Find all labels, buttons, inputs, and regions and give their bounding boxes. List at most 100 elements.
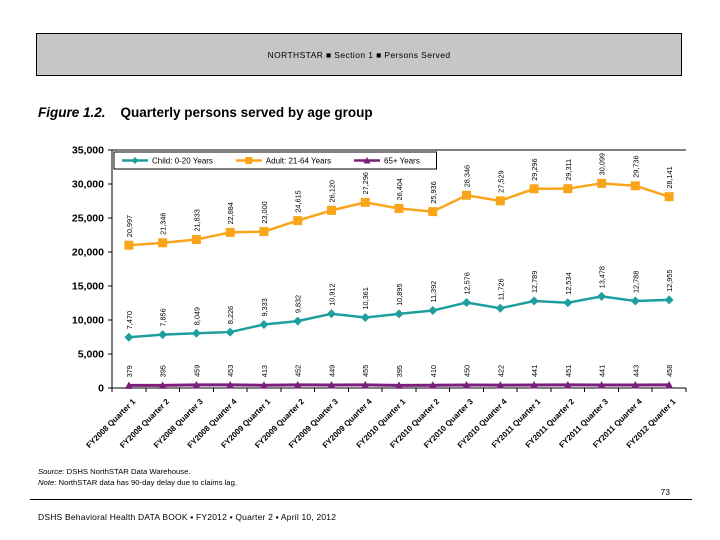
data-point-marker: [360, 197, 370, 207]
data-point-marker: [563, 184, 573, 194]
data-point-marker: [563, 380, 572, 389]
data-point-marker: [462, 380, 471, 389]
data-point-marker: [363, 157, 371, 164]
y-axis-label: 25,000: [72, 213, 104, 225]
data-label: 26,120: [327, 180, 336, 202]
data-point-marker: [395, 381, 403, 389]
data-point-marker: [630, 181, 640, 191]
y-axis-label: 35,000: [72, 145, 104, 157]
data-label: 395: [395, 365, 404, 377]
source-text: DSHS NorthSTAR Data Warehouse.: [64, 467, 191, 476]
data-point-marker: [259, 320, 269, 330]
data-label: 8,049: [192, 307, 201, 325]
legend-box: [113, 151, 438, 170]
data-point-marker: [225, 227, 235, 237]
data-label: 28,346: [463, 165, 472, 187]
data-label: 422: [496, 365, 505, 377]
data-label: 12,955: [665, 270, 674, 292]
page-number-rule: 73: [30, 487, 692, 500]
data-point-marker: [158, 381, 167, 389]
y-axis-label: 20,000: [72, 247, 104, 259]
data-label: 450: [463, 365, 472, 377]
legend: Child: 0-20 Years Adult: 21-64 Years 65+ Y…: [113, 151, 438, 170]
data-point-marker: [529, 296, 539, 306]
data-label: 449: [327, 365, 336, 377]
data-point-marker: [462, 190, 472, 200]
data-label: 12,788: [631, 271, 640, 293]
data-point-marker: [360, 313, 370, 323]
figure-number: Figure 1.2.: [38, 105, 106, 120]
data-label: 22,884: [226, 202, 235, 224]
data-point-marker: [495, 196, 505, 206]
data-point-marker: [191, 235, 201, 245]
data-label: 26,404: [395, 178, 404, 200]
data-label: 28,141: [665, 166, 674, 188]
data-point-marker: [293, 216, 303, 226]
source-line: Source: DSHS NorthSTAR Data Warehouse.: [38, 467, 237, 478]
data-label: 24,615: [294, 190, 303, 212]
data-label: 11,726: [496, 278, 505, 300]
data-point-marker: [462, 297, 472, 307]
data-point-marker: [394, 203, 404, 213]
chart-svg: 0 5,000 10,000 15,000 20,000 25,000 30,000 35,0…: [72, 145, 687, 450]
y-axis-label: 5,000: [78, 349, 104, 361]
data-label: 29,296: [530, 158, 539, 180]
data-point-marker: [394, 309, 404, 319]
data-label: 7,856: [159, 308, 168, 326]
data-point-marker: [597, 291, 607, 301]
data-label: 9,333: [260, 298, 269, 316]
data-point-marker: [664, 192, 674, 202]
legend-label: 65+ Years: [384, 156, 420, 165]
data-point-marker: [245, 157, 253, 164]
data-point-marker: [529, 184, 539, 194]
data-point-marker: [226, 380, 235, 389]
note-label: Note:: [38, 477, 57, 487]
source-note-block: Source: DSHS NorthSTAR Data Warehouse. N…: [38, 467, 237, 489]
data-label: 25,936: [429, 181, 438, 203]
data-label: 10,361: [361, 287, 370, 309]
data-point-marker: [259, 381, 268, 389]
data-point-marker: [158, 238, 168, 248]
data-point-marker: [259, 227, 269, 237]
data-point-marker: [530, 381, 539, 389]
data-point-marker: [428, 306, 438, 316]
document-header-text: NORTHSTAR ■ Section 1 ■ Persons Served: [267, 49, 451, 60]
data-point-marker: [563, 298, 573, 308]
series-65+-years: 379 395 459 453 413 452 449 455 395 410 450 422 441 4…: [124, 365, 674, 389]
y-axis-label: 10,000: [72, 315, 104, 327]
data-label: 452: [294, 365, 303, 377]
data-label: 10,912: [327, 283, 336, 305]
data-point-marker: [327, 380, 336, 389]
data-label: 7,470: [125, 311, 134, 329]
source-label: Source:: [38, 467, 65, 476]
data-point-marker: [496, 381, 505, 389]
data-point-marker: [225, 327, 235, 337]
data-label: 459: [192, 365, 201, 377]
data-point-marker: [326, 309, 336, 319]
data-point-marker: [131, 157, 139, 164]
data-point-marker: [124, 332, 134, 342]
y-axis-label: 15,000: [72, 281, 104, 293]
data-label: 441: [530, 365, 539, 377]
data-point-marker: [428, 207, 438, 217]
data-label: 29,311: [564, 159, 573, 181]
data-label: 443: [631, 365, 640, 377]
document-header: NORTHSTAR ■ Section 1 ■ Persons Served: [36, 33, 682, 76]
data-point-marker: [664, 295, 674, 305]
data-label: 8,226: [226, 306, 235, 324]
data-label: 12,789: [530, 271, 539, 293]
data-label: 21,346: [159, 213, 168, 235]
footer-text: DSHS Behavioral Health DATA BOOK ▪ FY201…: [38, 512, 337, 522]
data-label: 30,099: [598, 153, 607, 175]
data-point-marker: [631, 380, 640, 389]
data-label: 11,392: [429, 281, 438, 303]
data-point-marker: [293, 380, 302, 389]
data-label: 395: [159, 365, 168, 377]
data-point-marker: [158, 330, 168, 340]
data-point-marker: [293, 316, 303, 326]
data-label: 379: [125, 365, 134, 377]
data-point-marker: [597, 178, 607, 188]
data-point-marker: [630, 296, 640, 306]
y-axis-label: 0: [98, 383, 104, 395]
